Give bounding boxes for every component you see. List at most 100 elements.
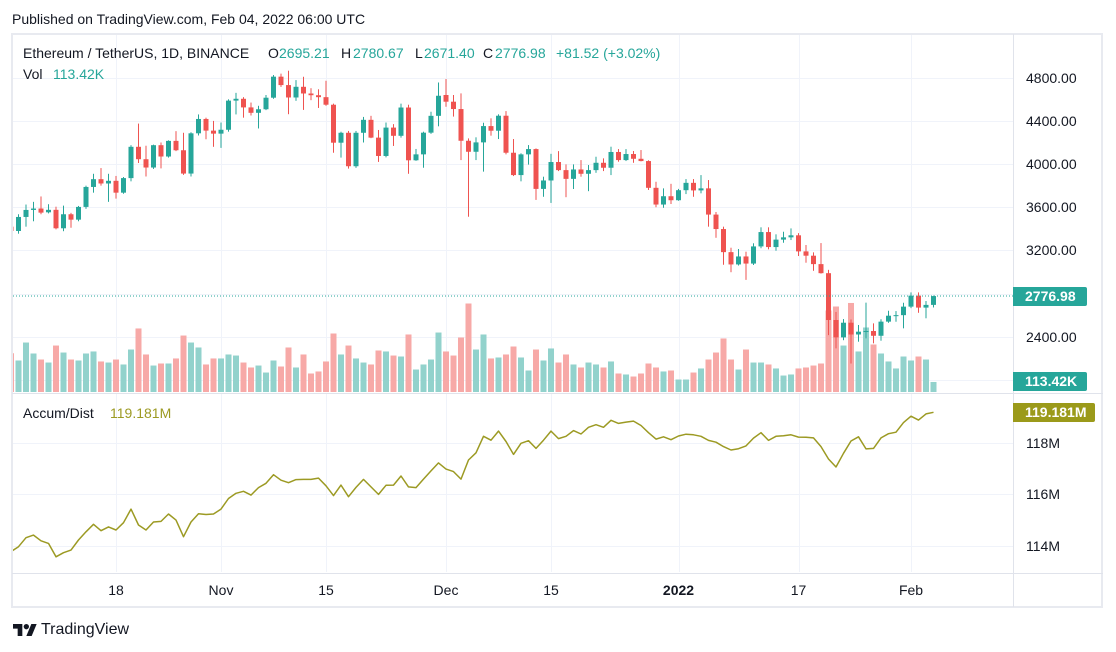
volume-bar: [608, 361, 614, 392]
candle-wick: [213, 120, 214, 147]
candle-body: [691, 182, 696, 191]
price-pane[interactable]: [13, 35, 1013, 392]
price-axis-label: 3600.00: [1026, 199, 1077, 216]
volume-bar: [930, 381, 937, 392]
candle: [331, 103, 336, 153]
candle: [16, 214, 21, 234]
candle-wick: [580, 160, 582, 177]
candle-body: [743, 256, 749, 264]
candle: [293, 80, 299, 101]
candle: [346, 130, 351, 169]
candle-body: [638, 158, 644, 162]
candle-body: [796, 235, 801, 252]
candle: [518, 153, 524, 182]
volume-bar: [758, 362, 764, 392]
accum-dist-line: [13, 411, 934, 558]
volume-bar: [285, 347, 292, 392]
price-axis-label: 4000.00: [1026, 156, 1077, 173]
volume-bar: [383, 351, 389, 392]
legend-close-label: C: [483, 45, 494, 61]
candle-body: [263, 97, 269, 110]
candle: [908, 292, 914, 309]
candle: [751, 243, 756, 265]
candle-body: [68, 214, 74, 220]
candle-wick: [220, 122, 222, 148]
candle-body: [668, 196, 674, 201]
candle-wick: [33, 201, 34, 222]
candle: [811, 252, 816, 271]
volume-bar: [878, 353, 884, 392]
candle-body: [728, 252, 734, 265]
candle-body: [226, 100, 231, 130]
candle-wick: [48, 204, 49, 214]
time-axis[interactable]: [13, 574, 1013, 607]
candle-wick: [528, 145, 529, 165]
volume-bar: [900, 356, 907, 392]
candle: [316, 89, 321, 108]
volume-bar: [825, 310, 832, 392]
candle-wick: [670, 183, 672, 205]
candle-wick: [865, 302, 867, 339]
candle: [676, 188, 681, 201]
candle: [278, 73, 284, 87]
volume-bar: [683, 379, 689, 392]
candle: [766, 227, 771, 250]
volume-bar: [15, 360, 22, 392]
volume-bar: [593, 364, 599, 392]
volume-bar: [23, 342, 29, 392]
candle: [46, 204, 51, 214]
volume-bar: [338, 354, 344, 392]
candle: [526, 145, 531, 165]
volume-bar: [818, 363, 824, 392]
time-axis-label: Nov: [208, 582, 234, 598]
volume-bar: [533, 349, 539, 392]
candle: [661, 188, 666, 208]
candle-body: [158, 145, 164, 157]
volume-bar: [128, 349, 134, 392]
candle: [683, 179, 689, 195]
candle: [533, 148, 539, 200]
candle: [308, 88, 314, 101]
candle: [113, 175, 119, 199]
candle-wick: [820, 243, 822, 274]
volume-bar: [495, 357, 502, 392]
candle: [241, 97, 246, 118]
candle-body: [83, 186, 89, 207]
volume-bar: [863, 327, 869, 392]
candle: [451, 95, 456, 117]
candle: [398, 103, 404, 138]
candle-body: [683, 182, 689, 191]
candle-body: [113, 180, 119, 193]
volume-bar: [45, 362, 52, 392]
volume-bar: [353, 358, 359, 392]
tradingview-brand-link[interactable]: TradingView: [41, 621, 130, 638]
candle: [488, 118, 494, 136]
candle-body: [811, 255, 816, 265]
candle-wick: [108, 173, 109, 202]
candle: [436, 82, 441, 127]
time-axis-label: 15: [318, 582, 334, 598]
candle: [923, 301, 929, 319]
candle-wick: [565, 164, 567, 198]
candle-body: [211, 130, 216, 134]
candle: [31, 201, 36, 222]
candle-body: [428, 115, 434, 133]
volume-bar: [518, 357, 524, 392]
candle-body: [308, 93, 314, 96]
volume-bar: [563, 354, 569, 392]
volume-bar: [173, 358, 179, 392]
candle: [541, 176, 546, 197]
volume-bar: [923, 359, 929, 392]
volume-bar: [915, 356, 922, 392]
candle-body: [436, 95, 441, 116]
candle-wick: [745, 251, 747, 280]
volume-bar: [908, 360, 914, 392]
volume-bar: [83, 353, 89, 392]
accum-dist-legend-label: Accum/Dist: [23, 405, 94, 421]
candle-body: [31, 208, 36, 210]
candle-body: [361, 119, 366, 133]
candle-body: [886, 315, 891, 322]
tradingview-logo-icon[interactable]: [13, 624, 37, 636]
volume-bar: [53, 345, 59, 392]
volume-badge: 113.42K: [1013, 372, 1087, 392]
